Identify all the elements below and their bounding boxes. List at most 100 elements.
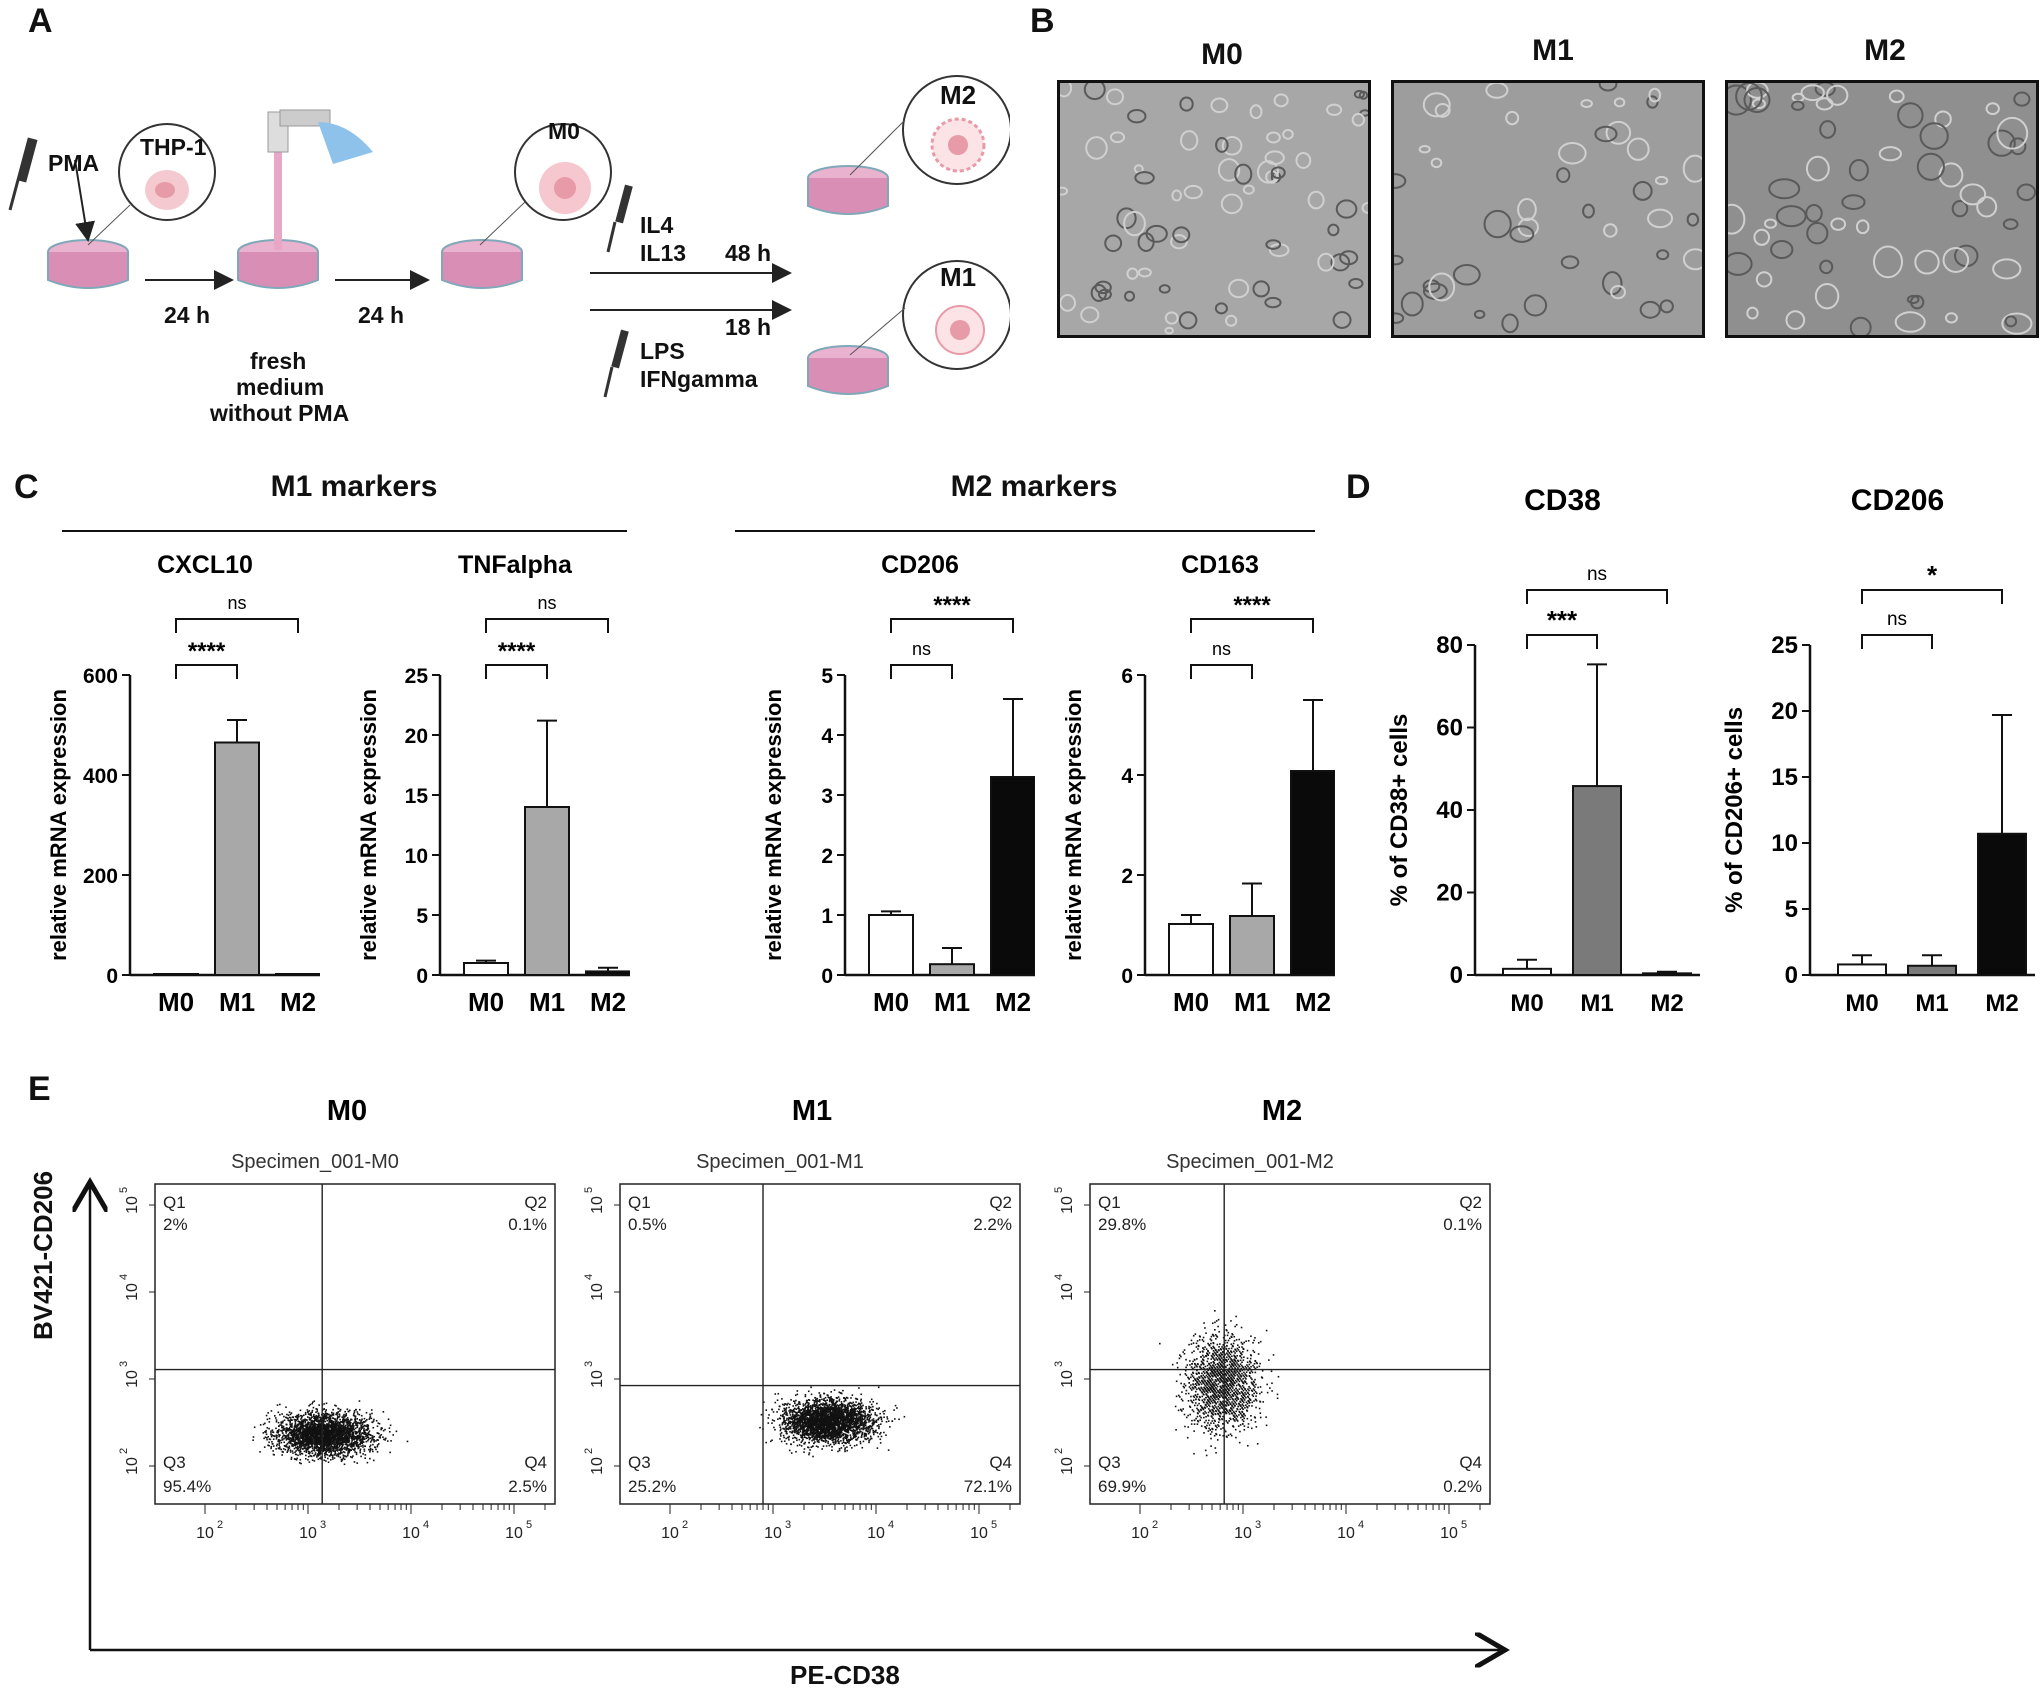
event-dot [331, 1454, 334, 1457]
event-dot [352, 1455, 354, 1457]
event-dot [310, 1441, 313, 1444]
event-dot [832, 1438, 835, 1440]
cell-blob [1728, 203, 1746, 235]
event-dot [309, 1437, 312, 1440]
event-dot [309, 1454, 312, 1457]
bar-m1 [524, 806, 570, 976]
event-dot [348, 1427, 350, 1430]
event-dot [816, 1428, 819, 1431]
schematic-svg [8, 75, 1012, 398]
event-dot [799, 1430, 802, 1433]
event-dot [272, 1431, 275, 1434]
event-dot [355, 1438, 358, 1440]
event-dot [375, 1440, 377, 1442]
event-dot [312, 1406, 315, 1409]
event-dot [359, 1450, 361, 1452]
event-dot [316, 1456, 318, 1458]
event-dot [300, 1462, 302, 1465]
event-dot [338, 1452, 340, 1455]
event-dot [858, 1418, 860, 1420]
event-dot [309, 1412, 312, 1415]
event-dot [323, 1440, 326, 1443]
event-dot [322, 1442, 325, 1444]
x-tick-label: M0 [1173, 987, 1209, 1017]
event-dot [270, 1430, 272, 1433]
event-dot [354, 1437, 357, 1440]
dish-icon [807, 165, 889, 215]
event-dot [328, 1431, 331, 1433]
event-dot [361, 1442, 363, 1445]
event-dot [378, 1432, 380, 1435]
event-dot [834, 1411, 837, 1414]
event-dot [327, 1437, 329, 1439]
event-dot [315, 1433, 318, 1436]
event-dot [282, 1435, 284, 1438]
event-dot [785, 1407, 788, 1409]
event-dot [324, 1412, 327, 1414]
event-dot [272, 1445, 275, 1447]
event-dot [796, 1403, 799, 1406]
event-dot [363, 1431, 365, 1433]
event-dot [380, 1428, 382, 1431]
event-dot [844, 1428, 847, 1431]
event-dot [317, 1419, 320, 1421]
event-dot [289, 1442, 292, 1445]
event-dot [372, 1459, 375, 1462]
event-dot [789, 1414, 792, 1416]
event-dot [349, 1448, 351, 1451]
event-dot [855, 1416, 858, 1419]
event-dot [281, 1450, 284, 1453]
event-dot [811, 1407, 813, 1410]
event-dot [298, 1450, 301, 1452]
y-axis-label: relative mRNA expression [46, 689, 71, 961]
event-dot [796, 1432, 798, 1435]
event-dot [289, 1423, 291, 1426]
event-dot [309, 1431, 312, 1433]
medium-label: medium [236, 374, 325, 400]
event-dot [316, 1427, 319, 1430]
event-dot [297, 1447, 300, 1450]
event-dot [324, 1432, 327, 1435]
cell-blob [1394, 312, 1405, 324]
event-dot [367, 1424, 369, 1427]
event-dot [359, 1429, 362, 1432]
event-dot [304, 1458, 307, 1460]
event-dot [789, 1403, 791, 1406]
event-dot [848, 1442, 850, 1444]
event-dot [369, 1415, 372, 1417]
event-dot [869, 1438, 871, 1441]
cell-blob [1894, 311, 1926, 333]
plot-title: M1 [792, 1095, 832, 1127]
event-dot [345, 1431, 348, 1434]
event-dot [344, 1434, 347, 1437]
event-dot [867, 1429, 869, 1431]
cell-blob [1273, 93, 1289, 108]
event-dot [296, 1418, 299, 1421]
event-dot [338, 1449, 341, 1451]
event-dot [783, 1416, 785, 1418]
event-dot [771, 1408, 774, 1411]
cell-blob [1841, 194, 1866, 210]
event-dot [859, 1408, 862, 1411]
event-dot [336, 1416, 339, 1418]
cell-blob [1353, 89, 1365, 99]
cell-blob [1060, 186, 1069, 196]
event-dot [271, 1442, 274, 1445]
event-dot [804, 1416, 807, 1418]
event-dot [279, 1403, 281, 1406]
event-dot [342, 1454, 345, 1457]
event-dot [390, 1440, 392, 1442]
m2-label: M2 [940, 80, 977, 110]
event-dot [824, 1399, 826, 1402]
event-dot [343, 1420, 346, 1423]
event-dot [839, 1408, 841, 1411]
event-dot [374, 1446, 377, 1449]
event-dot [773, 1426, 775, 1429]
event-dot [332, 1408, 334, 1411]
event-dot [288, 1411, 291, 1414]
event-dot [325, 1438, 328, 1440]
event-dot [326, 1413, 328, 1415]
event-dot [327, 1442, 330, 1445]
event-dot [353, 1428, 356, 1431]
